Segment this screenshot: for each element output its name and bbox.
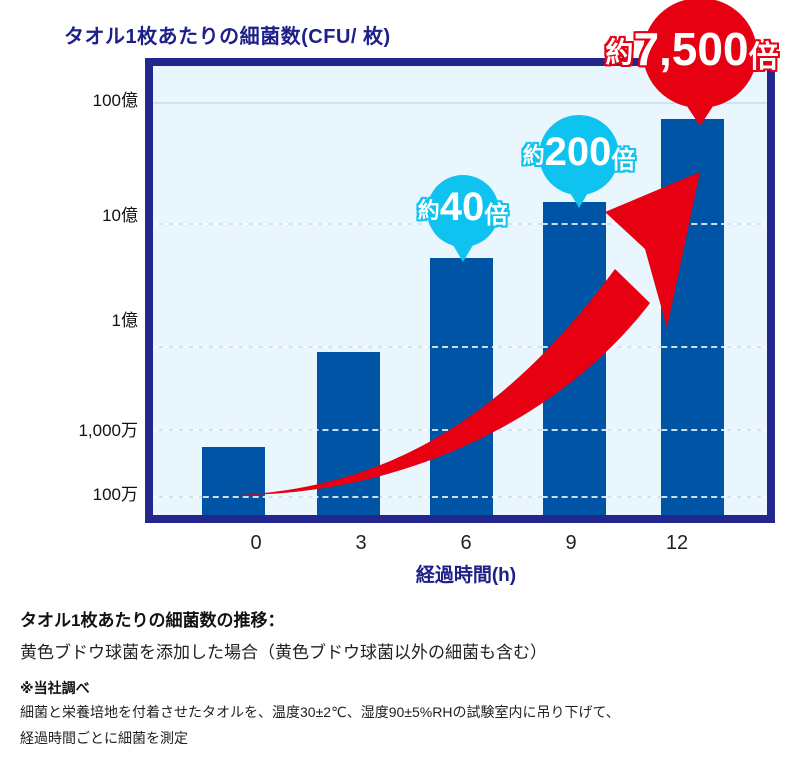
balloon-suffix: 倍 bbox=[611, 146, 636, 174]
gridline-dash-overlay bbox=[153, 346, 767, 348]
caption-body: 黄色ブドウ球菌を添加した場合（黄色ブドウ球菌以外の細菌も含む） bbox=[20, 643, 547, 662]
y-tick-10oku: 10億 bbox=[102, 206, 138, 225]
x-tick-9: 9 bbox=[565, 532, 577, 554]
footnote-source: ※当社調べ bbox=[20, 680, 90, 696]
balloon-bubble bbox=[643, 0, 757, 108]
chart-title: タオル1枚あたりの細菌数(CFU/ 枚) bbox=[64, 26, 391, 48]
y-tick-1000man: 1,000万 bbox=[78, 421, 138, 440]
bar-6h bbox=[430, 258, 493, 515]
balloon-suffix: 倍 bbox=[484, 201, 509, 229]
caption-title: タオル1枚あたりの細菌数の推移： bbox=[20, 611, 285, 630]
balloon-suffix: 倍 bbox=[748, 41, 779, 74]
balloon-value: 7,500 bbox=[633, 23, 749, 75]
balloon-tail-icon bbox=[683, 100, 717, 126]
gridline-100oku bbox=[153, 102, 767, 104]
y-tick-1oku: 1億 bbox=[111, 311, 138, 330]
gridline-dash-overlay bbox=[153, 496, 767, 498]
balloon-bubble bbox=[427, 175, 499, 247]
balloon-bubble bbox=[539, 115, 619, 195]
y-tick-100oku: 100億 bbox=[92, 91, 138, 110]
x-axis-title: 経過時間(h) bbox=[415, 565, 517, 586]
x-tick-6: 6 bbox=[460, 532, 472, 554]
bar-0h bbox=[202, 447, 265, 515]
balloon-prefix: 約 bbox=[605, 37, 634, 68]
x-tick-12: 12 bbox=[665, 532, 689, 554]
balloon-tail-icon bbox=[566, 186, 592, 208]
bar-3h bbox=[317, 352, 380, 515]
x-tick-0: 0 bbox=[250, 532, 262, 554]
balloon-prefix: 約 bbox=[417, 198, 440, 223]
balloon-value: 40 bbox=[439, 184, 485, 229]
balloon-label-7500x: 約 7,500 倍 bbox=[594, 20, 790, 78]
footnote-method-line1: 細菌と栄養培地を付着させたタオルを、温度30±2℃、湿度90±5%RHの試験室内… bbox=[20, 704, 620, 720]
y-tick-100man: 100万 bbox=[92, 485, 138, 504]
balloon-value: 200 bbox=[544, 129, 612, 174]
balloon-tail-icon bbox=[450, 240, 476, 262]
x-tick-3: 3 bbox=[355, 532, 367, 554]
growth-arrow-icon bbox=[238, 172, 700, 495]
balloon-label-200x: 約 200 倍 bbox=[494, 126, 664, 178]
balloon-prefix: 約 bbox=[522, 143, 545, 168]
balloon-label-40x: 約 40 倍 bbox=[383, 181, 543, 233]
plot-area bbox=[145, 58, 775, 523]
plot-inner bbox=[153, 66, 767, 515]
footnote-method-line2: 経過時間ごとに細菌を測定 bbox=[20, 730, 188, 746]
